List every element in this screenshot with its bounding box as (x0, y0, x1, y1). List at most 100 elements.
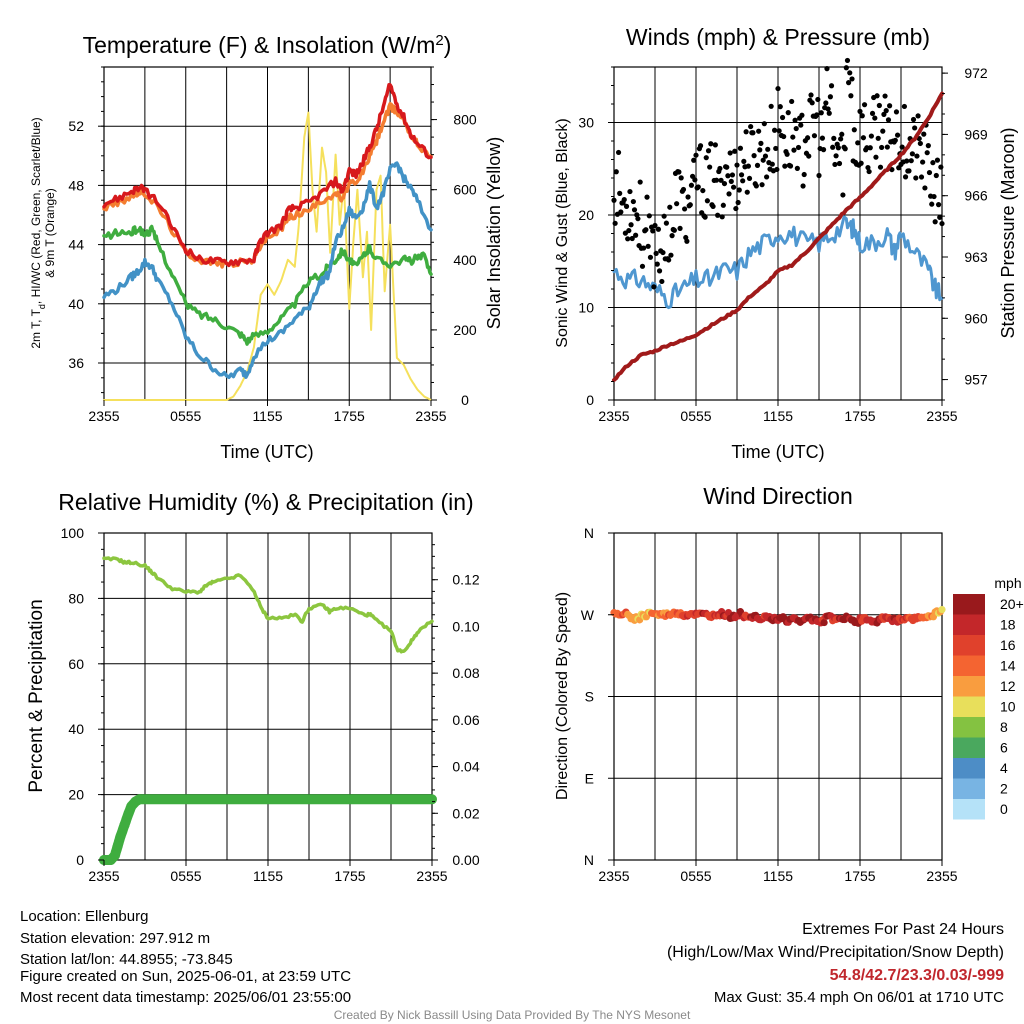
gust-point (892, 137, 898, 143)
gust-point (800, 183, 806, 189)
gust-point (697, 143, 704, 149)
gust-point (857, 108, 863, 114)
gust-point (702, 214, 708, 220)
y-tick-label: 36 (68, 355, 84, 371)
gust-point (688, 182, 695, 188)
x-tick-label: 2355 (88, 408, 119, 424)
precipitation-point (109, 850, 120, 861)
gust-point (729, 172, 736, 178)
gust-point (838, 136, 844, 142)
x-tick-label: 1155 (253, 868, 283, 884)
gust-point (791, 147, 797, 153)
station-latlon: Station lat/lon: 44.8955; -73.845 (20, 951, 233, 968)
gust-point (880, 128, 886, 134)
gust-point (894, 132, 901, 138)
gust-point (644, 194, 650, 200)
gust-point (653, 250, 659, 256)
gust-point (934, 157, 941, 163)
gust-point (650, 228, 656, 234)
gust-point (687, 202, 693, 208)
wind-y-axis-label: Sonic Wind & Gust (Blue, Black) (554, 118, 571, 347)
gust-point (869, 110, 876, 117)
x-tick-label: 0555 (170, 408, 201, 424)
station-info: Location: Ellenburg Station elevation: 2… (20, 908, 351, 1006)
gust-point (713, 177, 720, 183)
gust-point (901, 103, 908, 110)
legend-label: 0 (1000, 801, 1008, 817)
y2-tick-label: 200 (453, 322, 477, 338)
x-tick-label: 0555 (680, 868, 711, 884)
x-tick-label: 1155 (763, 868, 793, 884)
gust-point (909, 151, 915, 157)
gust-point (915, 113, 921, 119)
y2-tick-label: 0.04 (452, 759, 479, 775)
gust-point (660, 249, 666, 256)
gust-point (876, 102, 882, 109)
humidity-chart-title: Relative Humidity (%) & Precipitation (i… (58, 489, 473, 515)
precipitation-point (134, 794, 145, 805)
gust-point (719, 214, 725, 220)
wind-panel: Winds (mph) & Pressure (mb) 2355 0555 1155… (554, 24, 1018, 462)
gust-point (818, 110, 824, 116)
gust-point (790, 134, 796, 140)
gust-point (883, 108, 889, 114)
x-tick-label: 2355 (416, 868, 447, 884)
y-tick-label: 30 (578, 115, 594, 131)
gust-point (776, 128, 782, 134)
gust-point (758, 140, 764, 146)
gust-point (840, 192, 846, 198)
y-tick-label: 20 (68, 787, 84, 803)
legend-swatch (953, 799, 985, 820)
gust-point (918, 174, 925, 180)
gust-point (847, 70, 853, 76)
legend-swatch (953, 778, 985, 799)
x-tick-label: 1755 (334, 868, 365, 884)
gust-point (720, 202, 726, 208)
gust-point (775, 85, 781, 92)
gust-point (861, 102, 868, 108)
gust-point (761, 121, 767, 127)
gust-point (685, 194, 691, 200)
legend-label: 4 (1000, 760, 1008, 776)
gust-point (635, 216, 641, 222)
svg-text:& 9m T (Orange): & 9m T (Orange) (43, 188, 57, 278)
gust-point (754, 162, 761, 168)
gust-point (631, 207, 638, 213)
gust-point (666, 257, 672, 263)
gust-point (893, 109, 900, 115)
gust-point (784, 151, 790, 157)
gust-point (738, 172, 745, 178)
gust-point (629, 235, 635, 242)
gust-point (691, 157, 697, 163)
gust-point (769, 161, 775, 167)
gust-point (762, 153, 769, 159)
y2-tick-label: 0.08 (452, 665, 479, 681)
gust-point (745, 163, 751, 169)
gust-point (612, 220, 618, 226)
direction-tick-label: E (585, 770, 594, 786)
gust-point (808, 92, 814, 98)
x-tick-label: 1155 (252, 408, 282, 424)
legend-swatch (953, 758, 985, 779)
gust-point (765, 146, 771, 152)
gust-point (917, 140, 923, 147)
gust-point (922, 185, 928, 191)
gust-point (613, 169, 619, 175)
gust-point (831, 135, 837, 141)
gust-point (815, 96, 821, 103)
gust-point (774, 166, 780, 173)
gust-point (623, 203, 630, 209)
gust-point (801, 171, 807, 178)
gust-point (814, 112, 820, 118)
svg-text:2m T, Td, HI/WC (Red, Green, S: 2m T, Td, HI/WC (Red, Green, Scarlet/Blu… (29, 117, 47, 348)
gust-point (913, 175, 919, 181)
gust-point (846, 80, 852, 86)
y2-tick-label: 0 (461, 392, 469, 408)
extremes-title: Extremes For Past 24 Hours (802, 921, 1004, 938)
gust-point (795, 144, 802, 151)
gust-point (618, 209, 624, 215)
gust-point (830, 144, 836, 150)
legend-label: 6 (1000, 740, 1008, 756)
y-tick-label: 0 (586, 392, 594, 408)
